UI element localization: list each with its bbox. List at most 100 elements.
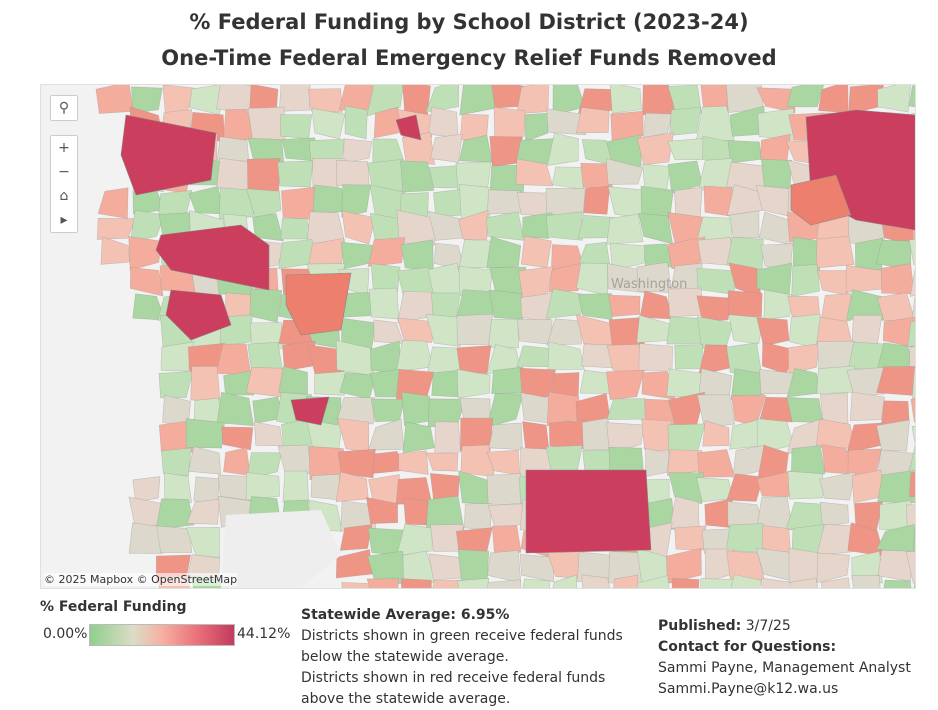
district[interactable] xyxy=(546,318,582,346)
district[interactable] xyxy=(313,371,345,396)
district[interactable] xyxy=(577,293,613,320)
district[interactable] xyxy=(786,397,824,423)
district[interactable] xyxy=(881,579,914,588)
district[interactable] xyxy=(395,114,422,141)
district[interactable] xyxy=(396,523,433,557)
district[interactable] xyxy=(609,242,647,271)
district[interactable] xyxy=(97,187,129,219)
district[interactable] xyxy=(905,504,915,528)
district[interactable] xyxy=(674,186,703,219)
district[interactable] xyxy=(606,213,644,245)
district[interactable] xyxy=(791,263,820,298)
district[interactable] xyxy=(458,265,493,294)
district[interactable] xyxy=(368,287,400,320)
district[interactable] xyxy=(246,188,282,220)
district[interactable] xyxy=(290,396,330,426)
district[interactable] xyxy=(909,472,915,497)
district[interactable] xyxy=(487,579,524,588)
district[interactable] xyxy=(763,289,794,321)
district[interactable] xyxy=(464,503,492,531)
district[interactable] xyxy=(216,136,250,162)
district[interactable] xyxy=(728,314,764,345)
district[interactable] xyxy=(400,239,434,271)
district[interactable] xyxy=(280,114,312,140)
district[interactable] xyxy=(489,289,524,320)
district[interactable] xyxy=(819,501,849,527)
district[interactable] xyxy=(155,224,270,291)
district[interactable] xyxy=(881,400,910,425)
district[interactable] xyxy=(221,510,341,588)
district[interactable] xyxy=(639,290,674,320)
district[interactable] xyxy=(343,138,373,164)
district[interactable] xyxy=(786,85,825,108)
district[interactable] xyxy=(460,417,494,451)
district[interactable] xyxy=(605,158,644,185)
district[interactable] xyxy=(491,366,524,394)
district[interactable] xyxy=(185,527,220,559)
district[interactable] xyxy=(249,288,283,323)
district[interactable] xyxy=(642,112,673,139)
district[interactable] xyxy=(525,469,652,554)
district[interactable] xyxy=(522,212,553,239)
district[interactable] xyxy=(908,238,915,266)
district[interactable] xyxy=(216,391,255,427)
district[interactable] xyxy=(339,524,373,551)
district[interactable] xyxy=(221,426,254,451)
home[interactable]: ⌂ xyxy=(59,188,69,204)
district[interactable] xyxy=(671,578,700,588)
district[interactable] xyxy=(160,341,195,372)
district[interactable] xyxy=(877,85,912,113)
district[interactable] xyxy=(819,471,856,501)
district[interactable] xyxy=(247,158,281,195)
district[interactable] xyxy=(277,160,314,188)
district[interactable] xyxy=(524,112,549,142)
district[interactable] xyxy=(433,189,465,217)
district[interactable] xyxy=(165,289,232,341)
district[interactable] xyxy=(516,191,551,217)
district[interactable] xyxy=(787,343,820,375)
district[interactable] xyxy=(816,552,850,584)
district[interactable] xyxy=(396,317,436,344)
district[interactable] xyxy=(430,579,464,588)
district[interactable] xyxy=(156,525,193,554)
district[interactable] xyxy=(398,450,429,475)
district[interactable] xyxy=(606,398,646,420)
district[interactable] xyxy=(486,211,525,241)
district[interactable] xyxy=(344,105,368,140)
district[interactable] xyxy=(546,211,583,241)
district[interactable] xyxy=(851,575,881,588)
district[interactable] xyxy=(426,452,459,472)
district[interactable] xyxy=(518,266,554,299)
district[interactable] xyxy=(550,372,580,400)
district[interactable] xyxy=(908,444,915,473)
district[interactable] xyxy=(486,393,524,428)
district[interactable] xyxy=(816,270,849,296)
district[interactable] xyxy=(339,372,377,400)
district[interactable] xyxy=(877,470,915,504)
district[interactable] xyxy=(815,235,855,269)
district[interactable] xyxy=(911,425,915,449)
district[interactable] xyxy=(520,392,551,424)
district[interactable] xyxy=(545,188,586,216)
district[interactable] xyxy=(674,344,704,370)
district[interactable] xyxy=(163,472,192,506)
district[interactable] xyxy=(456,313,493,346)
district[interactable] xyxy=(425,495,465,531)
district[interactable] xyxy=(726,473,764,502)
district[interactable] xyxy=(252,213,284,242)
district[interactable] xyxy=(547,132,579,166)
district[interactable] xyxy=(669,106,702,136)
district[interactable] xyxy=(401,131,435,165)
district[interactable] xyxy=(638,212,674,245)
zoom-in[interactable]: + xyxy=(58,140,70,156)
district[interactable] xyxy=(279,85,311,112)
district[interactable] xyxy=(846,367,885,398)
district[interactable] xyxy=(789,577,821,588)
district[interactable] xyxy=(278,365,308,397)
district[interactable] xyxy=(515,158,554,187)
district[interactable] xyxy=(520,235,552,269)
district[interactable] xyxy=(668,472,704,505)
district[interactable] xyxy=(313,184,346,214)
district[interactable] xyxy=(548,419,586,450)
district[interactable] xyxy=(876,419,910,452)
